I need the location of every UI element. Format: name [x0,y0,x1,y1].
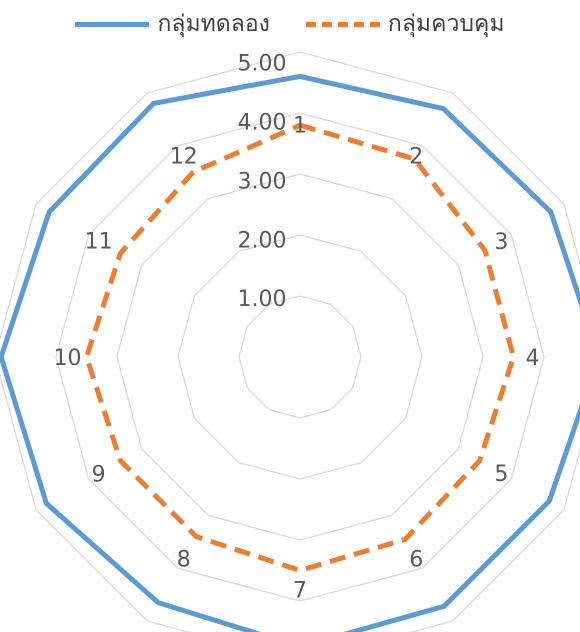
tick-label: 4.00 [238,111,287,136]
legend-swatch-control [305,21,380,27]
legend-label-experimental: กลุ่มทดลอง [157,11,270,37]
category-label: 1 [293,114,307,139]
series-line-experimental [0,73,580,632]
grid-ring-5 [0,51,580,632]
category-label: 5 [494,462,508,487]
category-label: 10 [54,346,82,371]
tick-label: 2.00 [238,228,287,253]
category-label: 6 [409,547,423,572]
grid-ring-3 [116,173,484,541]
legend-swatch-experimental [75,21,150,27]
grid-ring-4 [55,112,545,602]
category-label: 12 [170,145,198,170]
legend: กลุ่มทดลอง กลุ่มควบคุม [0,6,580,42]
grid-ring-2 [177,234,423,480]
radar-series [0,73,580,632]
category-label: 8 [177,547,191,572]
series-line-control [84,122,516,573]
legend-label-control: กลุ่มควบคุม [387,11,505,37]
tick-label: 1.00 [238,287,287,312]
category-label: 2 [409,145,423,170]
category-label: 3 [494,230,508,255]
grid-ring-1 [238,295,362,419]
legend-item-control: กลุ่มควบคุม [305,6,505,42]
tick-label: 5.00 [238,52,287,77]
legend-item-experimental: กลุ่มทดลอง [75,6,270,42]
category-label: 11 [85,230,113,255]
radar-grid [0,51,580,632]
tick-label: 3.00 [238,169,287,194]
radar-tick-labels: 1.00 2.00 3.00 4.00 5.00 [238,52,287,312]
category-label: 4 [526,346,540,371]
category-label: 9 [92,462,106,487]
category-label: 7 [293,579,307,604]
